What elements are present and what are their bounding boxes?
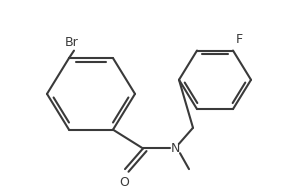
Text: N: N (170, 142, 180, 155)
Text: O: O (119, 176, 129, 189)
Text: Br: Br (65, 36, 79, 49)
Text: F: F (236, 33, 243, 46)
